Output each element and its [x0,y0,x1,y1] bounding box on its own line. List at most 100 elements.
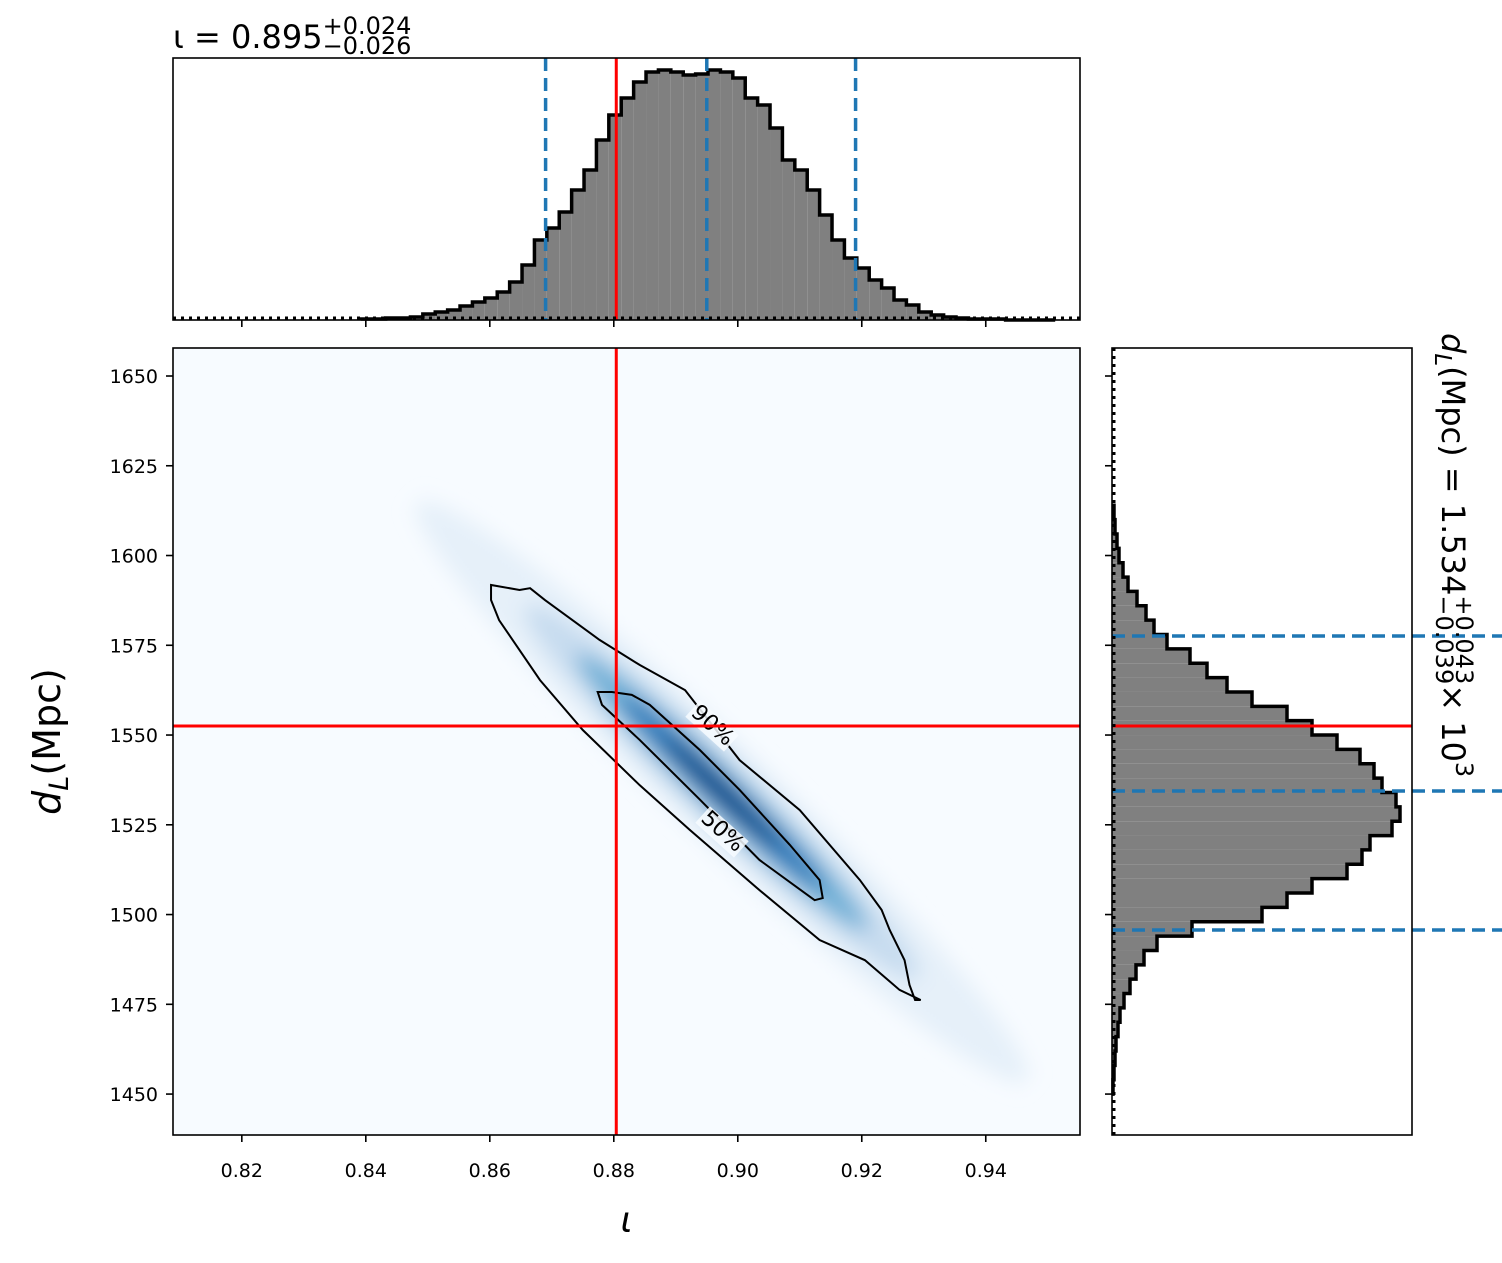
title-upper: +0.024 [323,12,412,40]
hist-bar [856,268,870,320]
hist-bar [571,190,585,320]
y-tick-label: 1575 [110,635,158,657]
hist-bar [794,170,808,320]
hist-bar [695,74,709,320]
title-main: ι = 0.895 [173,18,323,56]
hist-bar [1112,591,1137,606]
hist-bar [1112,849,1362,865]
hist-bar [782,160,795,320]
hist-bar [807,190,820,320]
hist-bar [1112,634,1167,649]
hist-bar [658,70,671,320]
hist-bar [596,140,609,320]
contour-line [490,583,922,1001]
hist-bar [683,75,696,320]
hist-bar [584,170,597,320]
y-label-subscript: L [44,776,75,791]
title-scale: × 10 [1434,684,1472,762]
hist-bar [621,98,634,320]
hist-bar [1112,548,1119,563]
hist-bar [1112,878,1312,894]
hist-bar [757,105,771,320]
hist-bar [1112,620,1154,635]
x-axis-label: ι [620,1200,632,1241]
hist-bar [1112,605,1146,621]
hist-bar [1112,893,1287,908]
hist-outline [359,68,1056,322]
hist-bar [1112,1007,1120,1023]
y-axis-label: dL (Mpc) [25,668,75,815]
y-label-unit: (Mpc) [25,668,69,775]
x-tick-label: 0.84 [345,1160,387,1182]
hist-bar [1112,1036,1116,1051]
y-tick-label: 1500 [110,905,158,927]
hist-bar [720,72,733,320]
histogram [359,58,1056,322]
hist-bar [770,128,783,320]
top-title: ι = 0.895 +0.024−0.026 [173,12,411,60]
hist-bar [1112,821,1392,836]
x-tick-label: 0.88 [593,1160,635,1182]
hist-bar [559,212,572,320]
title-lower: −0.026 [323,32,412,60]
hist-bar [918,312,932,320]
hist-bar [1112,964,1136,980]
hist-bar [1112,648,1190,664]
hist-outline [1111,503,1402,1096]
y-label-symbol: d [25,790,69,815]
hist-bar [1112,936,1157,951]
title-upper: +0.043 [1450,595,1478,684]
y-tick-label: 1600 [110,546,158,568]
y-tick-label: 1650 [110,366,158,388]
title-subscript: L [1429,353,1455,366]
title-main: (Mpc) = 1.534 [1434,366,1472,595]
hist-bar [534,240,547,320]
hist-bar [435,312,448,320]
hist-bar [1112,677,1227,692]
y-tick-label: 1625 [110,456,158,478]
hist-bar [819,215,833,320]
hist-bar [1112,979,1130,994]
hist-bar [1112,749,1360,764]
hist-bar [633,82,647,320]
hist-bar [1112,663,1207,678]
hist-bar [1112,864,1347,879]
histogram [1111,503,1502,1096]
hist-bar [509,282,523,320]
right-title: dL (Mpc) = 1.534+0.043−0.039 × 103 [1429,333,1478,777]
y-tick-label: 1550 [110,725,158,747]
contour-line [596,690,824,902]
hist-bar [1112,950,1144,965]
x-tick-label: 0.86 [469,1160,511,1182]
hist-bar [670,72,684,320]
hist-bar [931,315,944,320]
x-tick-label: 0.92 [841,1160,883,1182]
hist-bar [1112,706,1287,721]
hist-bar [708,70,721,320]
hist-bar [546,228,560,320]
contour-label-bg [695,806,749,858]
x-tick-label: 0.94 [965,1160,1007,1182]
hist-bar [832,240,845,320]
hist-bar [1112,806,1400,822]
hist-bar [732,78,746,320]
hist-bar [1112,792,1396,807]
axes-frame [1111,347,1413,1136]
hist-bar [881,288,895,320]
hist-bar [894,300,907,320]
title-lower: −0.039 [1430,595,1458,684]
hist-bar [497,292,510,320]
hist-bar [484,298,498,320]
hist-bar [745,98,758,320]
title-exponent: 3 [1450,762,1478,777]
hist-bar [1112,763,1374,779]
plot-layer: 90%50%0.82 0.84 0.86 0.88 0.90 0.92 0.94145014… [25,12,1502,1241]
hist-bar [646,72,659,320]
title-symbol: d [1434,333,1472,354]
hist-bar [1112,691,1252,707]
y-tick-label: 1450 [110,1084,158,1106]
hist-bar [906,305,919,320]
hist-bar [869,280,882,320]
